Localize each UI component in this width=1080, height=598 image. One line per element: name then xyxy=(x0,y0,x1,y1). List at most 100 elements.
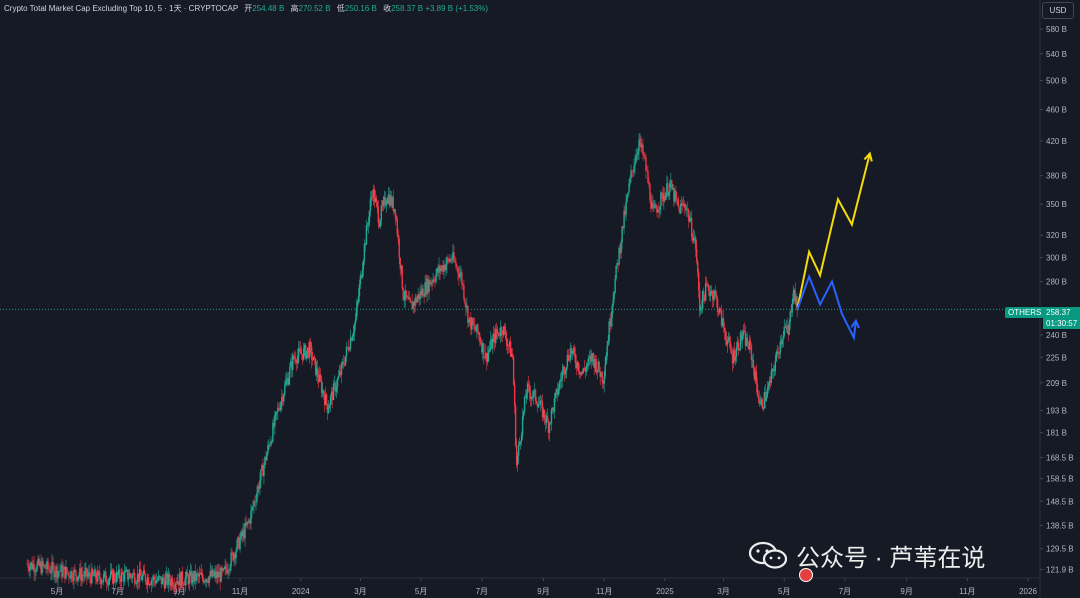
symbol-price-tag: OTHERS xyxy=(1005,307,1045,318)
candle-body xyxy=(401,265,403,289)
candle-body xyxy=(585,366,587,372)
candle-body xyxy=(237,536,239,541)
candle-body xyxy=(649,184,651,201)
y-tick-label: 138.5 B xyxy=(1046,521,1074,530)
candle-body xyxy=(89,572,91,577)
candle-body xyxy=(484,357,486,359)
candle-body xyxy=(646,170,648,172)
candle-body xyxy=(489,348,491,351)
candle-body xyxy=(120,572,123,583)
y-tick-label: 580 B xyxy=(1046,25,1067,34)
candle-body xyxy=(768,380,771,387)
candle-body xyxy=(260,469,262,481)
candle-body xyxy=(756,383,759,396)
us-flag-icon[interactable] xyxy=(799,568,813,582)
candle-body xyxy=(412,302,414,309)
candle-body xyxy=(717,312,720,313)
candle-body xyxy=(247,521,249,523)
candle-body xyxy=(164,577,167,589)
candle-body xyxy=(661,192,663,194)
change-value: +3.89 B (+1.53%) xyxy=(425,4,489,13)
candle-body xyxy=(531,396,534,398)
candle-body xyxy=(284,384,286,395)
candle-body xyxy=(286,378,288,382)
candle-body xyxy=(784,326,786,328)
candle-body xyxy=(656,208,658,213)
x-tick-label: 7月 xyxy=(476,587,488,596)
candle-body xyxy=(568,359,571,361)
candle-body xyxy=(114,573,116,581)
candle-body xyxy=(170,578,173,586)
candle-body xyxy=(752,359,755,369)
candle-body xyxy=(168,574,171,582)
open-label: 开 xyxy=(244,4,253,13)
candle-body xyxy=(47,561,49,569)
candle-body xyxy=(195,573,197,581)
candle-body xyxy=(279,409,281,410)
candle-body xyxy=(421,288,423,296)
x-tick-label: 9月 xyxy=(900,587,912,596)
candle-body xyxy=(786,325,788,331)
candle-body xyxy=(452,251,454,260)
candle-body xyxy=(27,563,29,568)
candle-body xyxy=(198,573,200,577)
candle-body xyxy=(474,324,476,330)
x-tick-label: 3月 xyxy=(354,587,366,596)
candle-body xyxy=(393,209,395,211)
candle-body xyxy=(88,572,90,575)
candle-body xyxy=(134,583,137,585)
x-tick-label: 5月 xyxy=(778,587,790,596)
candle-body xyxy=(569,347,572,360)
candle-body xyxy=(295,357,297,362)
candle-body xyxy=(787,330,789,335)
candle-body xyxy=(724,331,727,340)
candle-body xyxy=(448,259,450,262)
candle-body xyxy=(793,289,795,294)
candle-body xyxy=(339,371,342,375)
candle-body xyxy=(310,346,313,360)
candle-body xyxy=(354,319,357,325)
x-tick-label: 2025 xyxy=(656,587,674,596)
candle-body xyxy=(701,291,704,309)
candle-body xyxy=(32,564,34,569)
currency-button[interactable]: USD xyxy=(1042,2,1074,19)
candle-body xyxy=(83,575,85,577)
candle-body xyxy=(778,352,780,355)
candle-body xyxy=(343,364,346,366)
candle-body xyxy=(292,355,294,371)
candle-body xyxy=(220,567,222,582)
candle-body xyxy=(397,234,399,239)
candle-body xyxy=(156,580,159,581)
candle-body xyxy=(632,171,634,172)
candle-body xyxy=(302,354,304,360)
candle-body xyxy=(121,572,124,575)
candle-body xyxy=(561,371,564,380)
x-tick-label: 9月 xyxy=(537,587,549,596)
candle-body xyxy=(162,577,165,581)
candle-body xyxy=(274,414,276,427)
candle-body xyxy=(441,265,443,269)
candle-body xyxy=(395,216,397,220)
candle-body xyxy=(583,368,585,370)
candle-body xyxy=(238,536,240,550)
candle-body xyxy=(315,367,318,375)
candle-body xyxy=(378,222,381,227)
bar-countdown-label: 01:30:57 xyxy=(1043,318,1080,329)
candle-body xyxy=(487,353,489,363)
candle-body xyxy=(558,381,561,390)
candle-body xyxy=(361,269,364,278)
candle-body xyxy=(309,342,312,347)
candle-body xyxy=(765,396,768,402)
candle-body xyxy=(138,568,141,582)
candle-body xyxy=(712,296,715,300)
candle-body xyxy=(417,294,419,299)
candle-body xyxy=(389,195,391,206)
candle-body xyxy=(767,386,770,390)
candle-body xyxy=(154,579,157,584)
candle-body xyxy=(327,408,330,414)
candle-body xyxy=(330,391,333,397)
candle-body xyxy=(771,368,774,371)
candle-body xyxy=(298,348,300,356)
candle-body xyxy=(210,571,212,577)
